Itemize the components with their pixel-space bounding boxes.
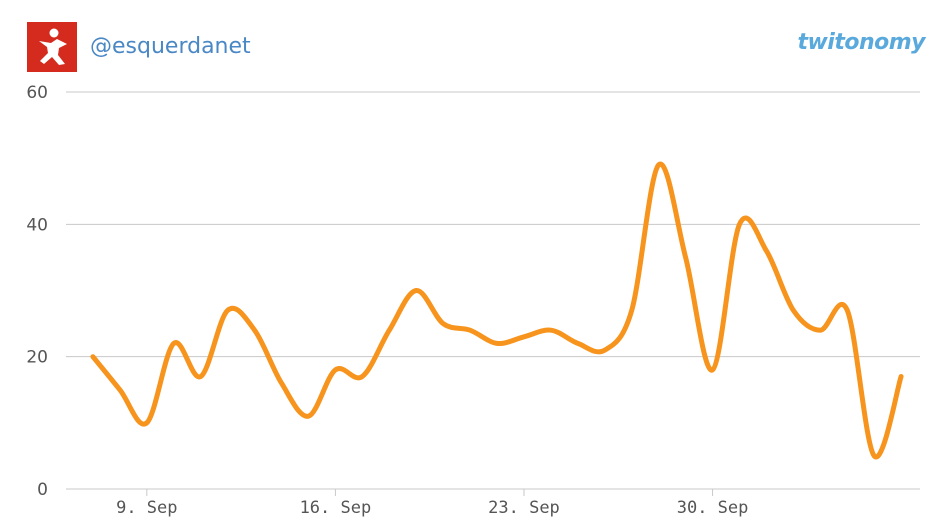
- series-line-0: [93, 164, 901, 457]
- x-tick-label-1: 16. Sep: [300, 498, 372, 518]
- x-tick-label-3: 30. Sep: [677, 498, 749, 518]
- y-tick-label-3: 60: [26, 83, 48, 103]
- y-tick-label-2: 40: [26, 215, 48, 235]
- series-layer: [90, 162, 903, 458]
- grid-lines: [66, 92, 920, 489]
- axes: 0 20 40 60 9. Sep 16. Sep 23. Sep 30. Sep: [26, 83, 748, 518]
- y-tick-label-0: 0: [37, 480, 48, 500]
- x-tick-label-0: 9. Sep: [116, 498, 177, 518]
- y-tick-label-1: 20: [26, 348, 48, 368]
- x-tick-label-2: 23. Sep: [488, 498, 560, 518]
